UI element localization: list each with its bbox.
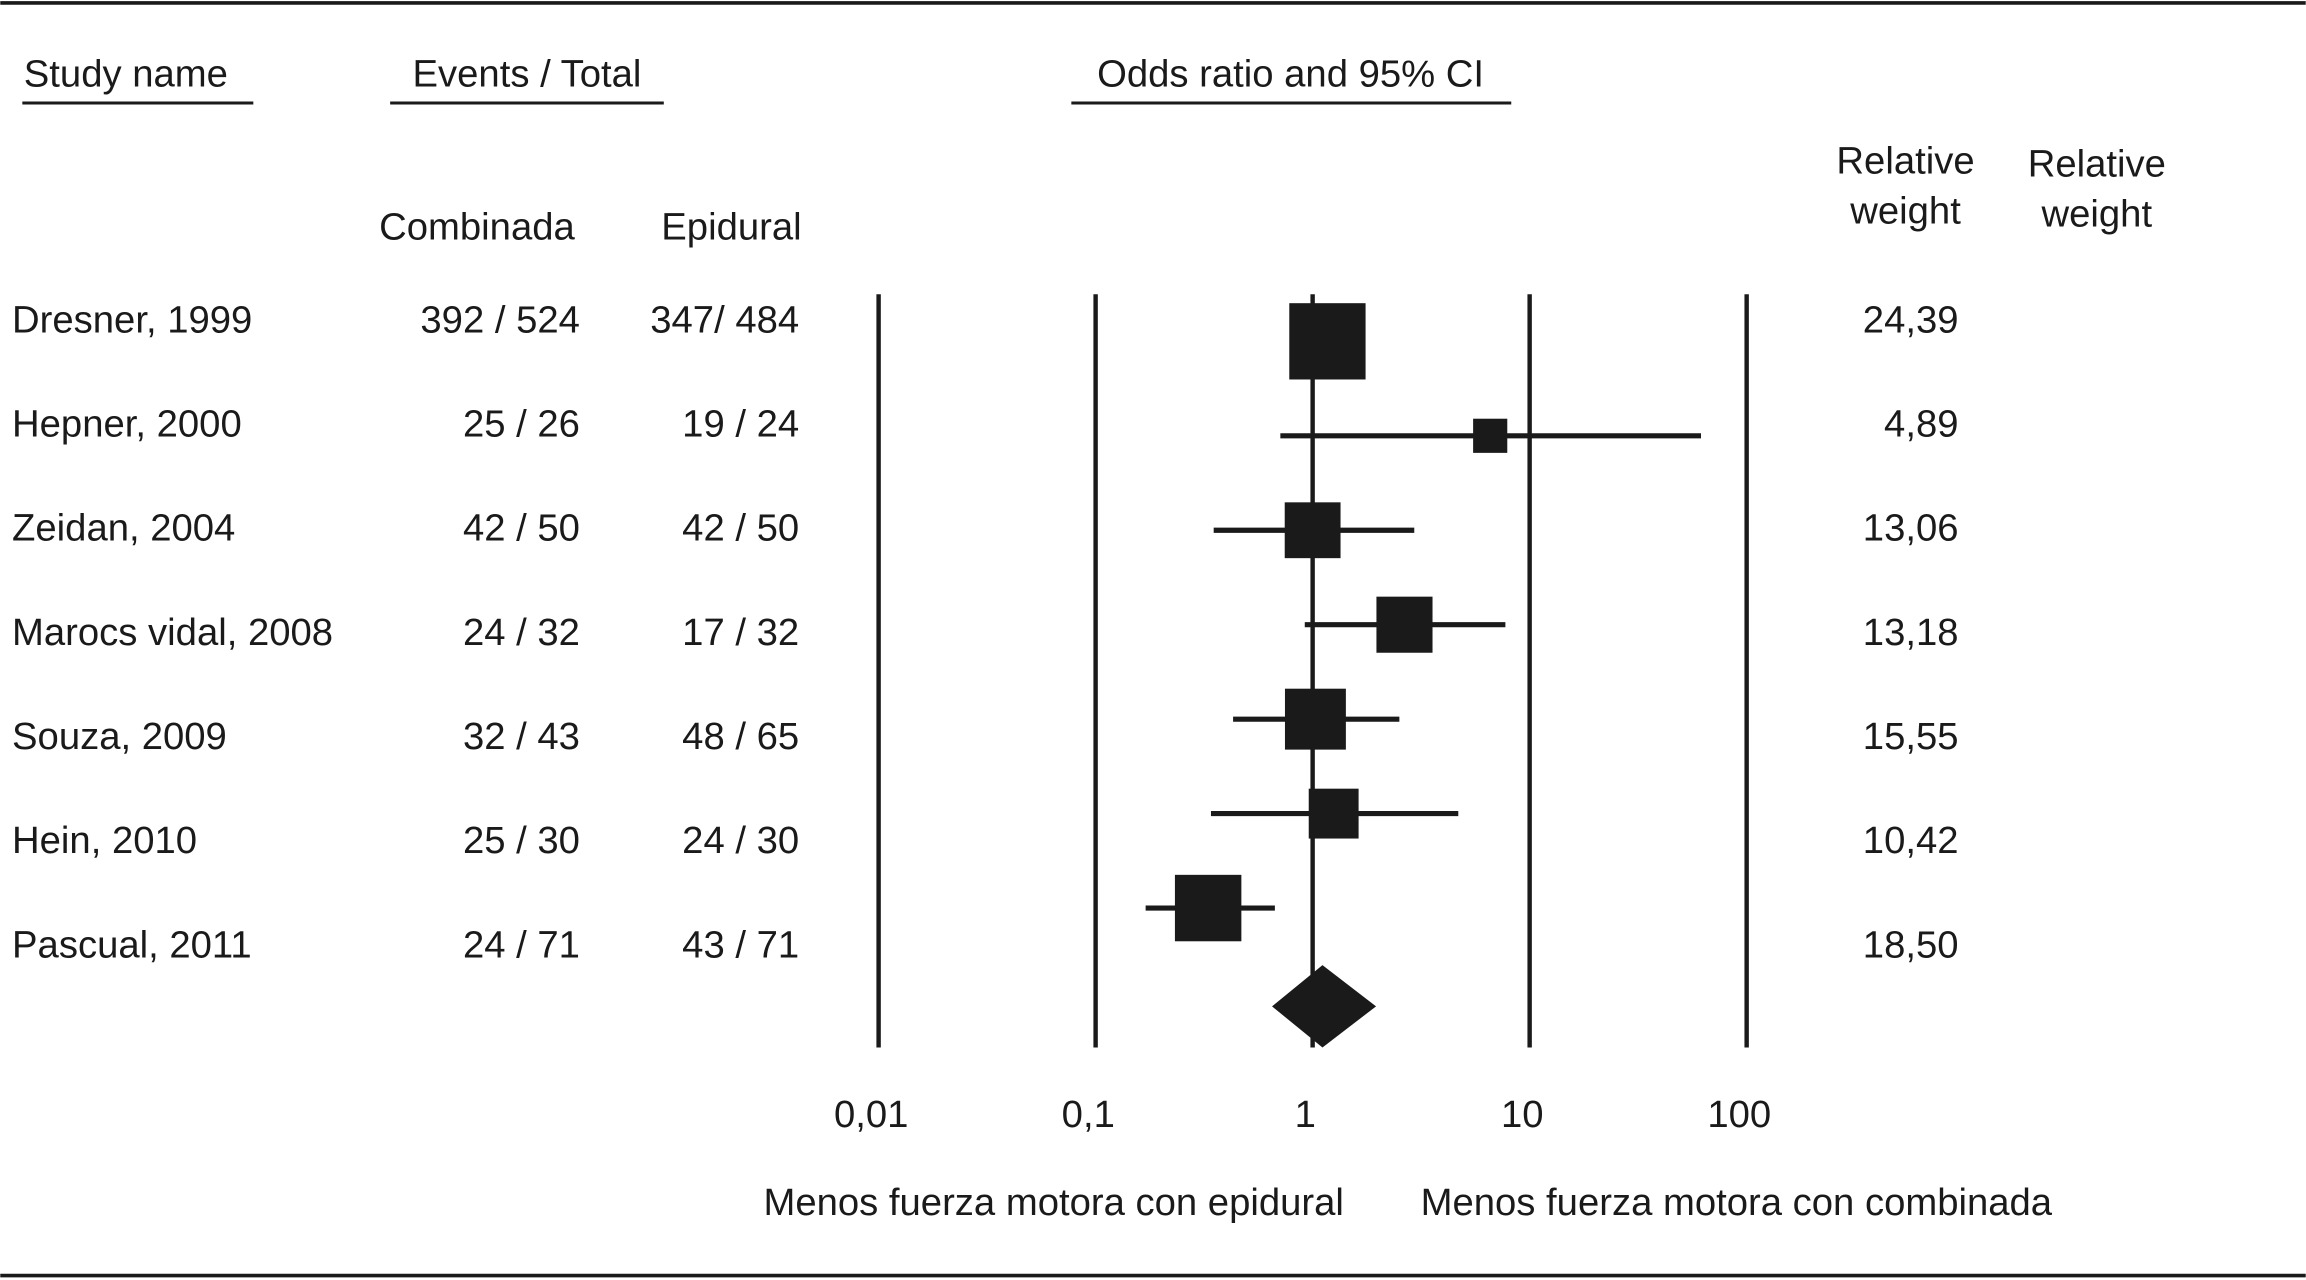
x-tick-label: 1 <box>1295 1093 1316 1136</box>
effect-square <box>1284 688 1346 750</box>
effect-square <box>1473 418 1508 453</box>
events-epidural: 19 / 24 <box>682 402 799 445</box>
x-tick-label: 10 <box>1501 1093 1544 1136</box>
events-combinada: 25 / 26 <box>463 402 580 445</box>
header-weight: Relative <box>2028 142 2166 185</box>
events-epidural: 17 / 32 <box>682 611 799 654</box>
study-name: Souza, 2009 <box>12 715 227 758</box>
events-epidural: 347/ 484 <box>650 298 799 341</box>
events-combinada: 24 / 32 <box>463 611 580 654</box>
study-name: Zeidan, 2004 <box>12 507 235 550</box>
header-weight: weight <box>2041 192 2153 235</box>
effect-square <box>1174 874 1242 942</box>
summary-diamond <box>1272 965 1377 1048</box>
study-name: Pascual, 2011 <box>12 923 252 966</box>
weight-label: 24,39 <box>1863 298 1959 341</box>
events-combinada: 42 / 50 <box>463 507 580 550</box>
events-combinada: 392 / 524 <box>420 298 580 341</box>
weight-label: 4,89 <box>1884 402 1958 445</box>
study-name: Hepner, 2000 <box>12 402 242 445</box>
header-weight: Relative <box>1836 139 1974 182</box>
header-group2: Epidural <box>661 206 801 249</box>
events-epidural: 48 / 65 <box>682 715 799 758</box>
weight-label: 18,50 <box>1863 923 1959 966</box>
right-label: Menos fuerza motora con combinada <box>1421 1181 2053 1224</box>
events-epidural: 42 / 50 <box>682 507 799 550</box>
x-tick-label: 0,01 <box>834 1093 908 1136</box>
events-combinada: 25 / 30 <box>463 819 580 862</box>
events-combinada: 32 / 43 <box>463 715 580 758</box>
weight-label: 15,55 <box>1863 715 1959 758</box>
events-epidural: 43 / 71 <box>682 923 799 966</box>
x-tick-label: 100 <box>1707 1093 1771 1136</box>
x-tick-label: 0,1 <box>1062 1093 1115 1136</box>
study-name: Hein, 2010 <box>12 819 197 862</box>
effect-square <box>1284 502 1341 559</box>
study-name: Dresner, 1999 <box>12 298 252 341</box>
events-combinada: 24 / 71 <box>463 923 580 966</box>
header-events: Events / Total <box>413 53 642 96</box>
weight-label: 13,18 <box>1863 611 1959 654</box>
header-study: Study name <box>24 53 228 96</box>
header-plot: Odds ratio and 95% CI <box>1097 53 1484 96</box>
study-name: Marocs vidal, 2008 <box>12 611 333 654</box>
header-weight: weight <box>1849 189 1961 232</box>
effect-square <box>1308 788 1359 839</box>
header-group1: Combinada <box>379 206 575 249</box>
weight-label: 13,06 <box>1863 507 1959 550</box>
weight-label: 10,42 <box>1863 819 1959 862</box>
events-epidural: 24 / 30 <box>682 819 799 862</box>
effect-square <box>1289 303 1366 380</box>
effect-square <box>1376 596 1433 653</box>
left-label: Menos fuerza motora con epidural <box>763 1181 1343 1224</box>
